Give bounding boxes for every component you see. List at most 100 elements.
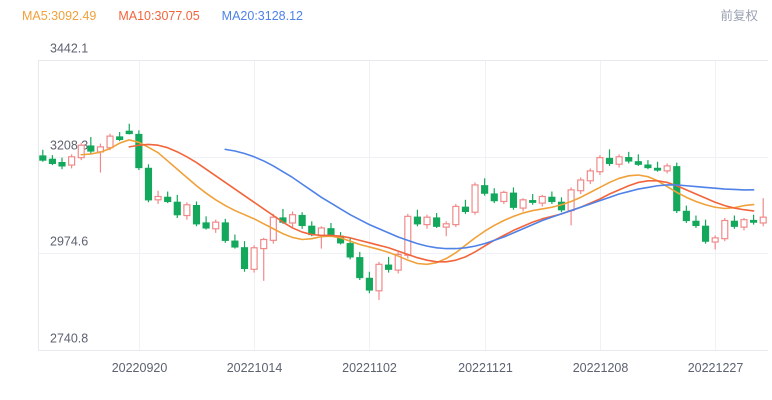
candle-body: [759, 216, 767, 224]
x-axis-tick-label: 20221014: [227, 361, 283, 375]
candlestick: [183, 202, 191, 220]
candle-body: [365, 277, 373, 291]
candle-body: [615, 156, 623, 165]
candlestick: [452, 203, 460, 228]
candle-body: [164, 196, 172, 203]
candle-body: [183, 204, 191, 217]
candlestick: [711, 235, 719, 250]
candlestick: [529, 194, 537, 205]
candlestick: [135, 130, 143, 171]
candlestick: [154, 190, 162, 204]
candlestick: [596, 155, 604, 175]
candlestick: [586, 168, 594, 185]
candlestick: [375, 261, 383, 300]
candle-body: [644, 164, 652, 169]
candlestick: [144, 164, 153, 203]
candlestick: [212, 219, 220, 233]
candle-body: [202, 222, 210, 229]
legend-ma20: MA20:3128.12: [221, 9, 303, 23]
candle-body: [192, 204, 201, 225]
candle-body: [317, 227, 325, 236]
candle-body: [529, 200, 537, 203]
candle-body: [519, 199, 527, 209]
candlestick: [385, 256, 393, 273]
candle-body: [471, 184, 479, 213]
candlestick: [730, 215, 738, 229]
x-axis-tick-label: 20221227: [688, 361, 744, 375]
candle-body: [500, 191, 508, 203]
legend-ma5: MA5:3092.49: [22, 9, 97, 23]
candlestick: [68, 154, 76, 169]
candlestick: [577, 177, 585, 195]
candlestick: [87, 136, 95, 154]
candlestick: [423, 214, 431, 229]
candlestick: [538, 194, 546, 207]
candle-body: [231, 240, 239, 248]
candlestick: [500, 190, 508, 204]
candlestick: [116, 131, 124, 142]
candlestick: [481, 178, 489, 196]
candle-body: [509, 192, 518, 208]
candle-body: [250, 247, 258, 270]
candlestick: [509, 187, 518, 210]
candle-body: [221, 222, 229, 241]
candle-body: [461, 206, 470, 212]
candle-body: [711, 237, 719, 243]
candlestick: [653, 161, 662, 172]
candlestick: [404, 213, 412, 259]
candlestick: [39, 149, 47, 162]
candle-body: [682, 210, 690, 222]
candle-body: [58, 161, 66, 167]
candlestick: [750, 214, 758, 225]
candlestick: [221, 218, 229, 243]
candle-body: [673, 166, 681, 212]
candle-body: [39, 155, 47, 161]
x-axis-tick-label: 20221208: [573, 361, 629, 375]
candle-body: [404, 215, 412, 256]
candle-body: [394, 253, 402, 271]
candlestick: [288, 211, 297, 228]
candle-body: [375, 263, 383, 292]
y-axis-tick-label: 3442.1: [50, 42, 88, 56]
candle-body: [356, 257, 364, 279]
candle-body: [87, 145, 95, 152]
candlestick: [644, 160, 652, 170]
candle-body: [144, 167, 153, 201]
candlestick: [692, 215, 700, 228]
candle-body: [154, 195, 162, 201]
candlestick: [625, 151, 633, 164]
candle-body: [423, 216, 431, 226]
candlestick: [461, 199, 470, 214]
candlestick: [164, 191, 172, 204]
candle-body: [625, 157, 633, 162]
adjustment-label[interactable]: 前复权: [720, 9, 758, 23]
candle-body: [750, 219, 758, 223]
candle-body: [452, 205, 460, 226]
candle-body: [346, 243, 354, 258]
candlestick: [413, 209, 421, 227]
candle-body: [663, 165, 671, 172]
ma-line-ma20: [224, 148, 755, 250]
candle-body: [548, 196, 556, 203]
candle-body: [653, 167, 662, 171]
candle-body: [692, 220, 700, 227]
candlestick: [759, 198, 767, 227]
candlestick: [202, 216, 210, 230]
candle-body: [740, 219, 748, 228]
candle-body: [413, 216, 421, 225]
candlestick: [356, 251, 364, 281]
candlestick: [740, 218, 748, 231]
candle-body: [490, 193, 498, 202]
candlestick: [663, 163, 671, 174]
y-axis-tick-label: 2740.8: [50, 332, 88, 346]
candle-body: [106, 135, 114, 149]
candle-body: [116, 136, 124, 141]
candlestick: [721, 218, 729, 242]
candlestick: [48, 155, 56, 166]
y-axis-tick-label: 2974.6: [50, 235, 88, 249]
candle-body: [730, 220, 738, 227]
candlestick: [192, 201, 201, 227]
